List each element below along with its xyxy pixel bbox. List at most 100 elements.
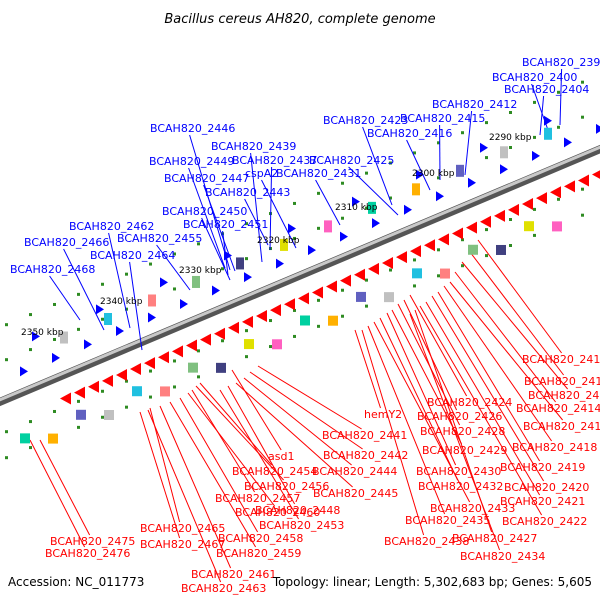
kbp-scale-label: 2290 kbp xyxy=(489,133,532,143)
forward-gene-arrow xyxy=(244,272,252,283)
forward-gene-arrow xyxy=(84,339,92,350)
domain-box xyxy=(132,386,142,397)
domain-box xyxy=(552,221,562,232)
domain-box xyxy=(188,362,198,373)
forward-gene-label: BCAH820_2449 xyxy=(149,155,234,168)
forward-label-line xyxy=(201,217,231,281)
reverse-label-line xyxy=(235,382,353,488)
tick-dot xyxy=(437,141,440,145)
forward-gene-arrow xyxy=(340,231,348,242)
reverse-gene-arrow xyxy=(424,239,435,252)
reverse-gene-label: BCAH820_2430 xyxy=(416,465,501,478)
reverse-gene-label: BCAH820_2411 xyxy=(524,375,600,388)
tick-dot xyxy=(173,359,176,363)
forward-gene-arrow xyxy=(544,115,552,126)
tick-dot xyxy=(485,121,488,125)
domain-box xyxy=(496,244,506,255)
reverse-gene-label: BCAH820_2442 xyxy=(323,449,408,462)
tick-dot xyxy=(149,262,152,266)
gene-features xyxy=(20,115,600,444)
reverse-label-line xyxy=(419,305,543,516)
domain-box xyxy=(544,127,552,140)
domain-box xyxy=(300,315,310,326)
kbp-scale-label: 2310 kbp xyxy=(335,203,378,213)
forward-gene-arrow xyxy=(180,299,188,310)
reverse-gene-label: BCAH820_2422 xyxy=(502,515,587,528)
reverse-label-line xyxy=(391,309,463,445)
reverse-label-line xyxy=(187,392,275,507)
reverse-label-line xyxy=(354,329,381,409)
forward-gene-label: BCAH820_2416 xyxy=(367,127,452,140)
reverse-gene-arrow xyxy=(130,363,141,376)
reverse-gene-label: BCAH820_2453 xyxy=(259,519,344,532)
reverse-gene-label: BCAH820_2454 xyxy=(232,465,317,478)
reverse-gene-label: BCAH820_2463 xyxy=(181,582,266,595)
domain-box xyxy=(244,339,254,350)
forward-label-line xyxy=(108,232,131,329)
reverse-gene-label: BCAH820_2460 xyxy=(235,506,320,519)
domain-box xyxy=(48,433,58,444)
reverse-gene-arrow xyxy=(186,339,197,352)
tick-dot xyxy=(269,345,272,349)
tick-dot xyxy=(173,385,176,389)
forward-gene-label: BCAH820_2431 xyxy=(276,167,361,180)
reverse-gene-arrow xyxy=(60,392,71,405)
tick-dot xyxy=(341,181,344,185)
tick-dot xyxy=(485,228,488,232)
tick-dot xyxy=(413,151,416,155)
reverse-gene-label: BCAH820_2426 xyxy=(417,410,502,423)
forward-gene-arrow xyxy=(596,123,600,134)
tick-dot xyxy=(197,242,200,246)
tick-dot xyxy=(77,292,80,296)
reverse-label-line xyxy=(179,397,259,533)
reverse-label-line xyxy=(257,365,362,430)
reverse-gene-arrow xyxy=(550,186,561,199)
reverse-label-line xyxy=(227,385,296,505)
reverse-label-line xyxy=(454,271,556,403)
forward-gene-arrow xyxy=(564,137,572,148)
forward-gene-label: BCAH820_2466 xyxy=(24,236,109,249)
tick-dot xyxy=(389,196,392,200)
forward-gene-label: BCAH820_2423 xyxy=(323,114,408,127)
reverse-label-line xyxy=(443,285,553,442)
reverse-gene-arrow xyxy=(508,203,519,216)
reverse-gene-arrow xyxy=(172,345,183,358)
reverse-label-line xyxy=(469,251,564,376)
reverse-gene-label: BCAH820_2459 xyxy=(216,547,301,560)
tick-dot xyxy=(29,420,32,424)
domain-box xyxy=(500,146,508,159)
reverse-gene-label: BCAH820_2444 xyxy=(312,465,397,478)
tick-dot xyxy=(197,349,200,353)
reverse-gene-arrow xyxy=(242,315,253,328)
domain-box xyxy=(440,268,450,279)
tick-dot xyxy=(293,201,296,205)
forward-gene-arrow xyxy=(532,150,540,161)
forward-gene-arrow xyxy=(52,352,60,363)
reverse-label-line xyxy=(195,385,284,481)
reverse-gene-label: BCAH820_2438 xyxy=(384,535,469,548)
forward-gene-label: BCAH820_2437 xyxy=(232,154,317,167)
genome-backbone xyxy=(0,144,600,407)
reverse-label-line xyxy=(199,382,272,466)
tick-dot xyxy=(173,252,176,256)
forward-gene-label: BCAH820_2462 xyxy=(69,220,154,233)
tick-dot xyxy=(77,327,80,331)
forward-label-line xyxy=(129,261,143,351)
label-lines xyxy=(29,68,568,583)
domain-box xyxy=(524,221,534,232)
reverse-gene-label: BCAH820_2434 xyxy=(460,550,545,563)
reverse-label-line xyxy=(361,329,425,536)
reverse-gene-label: BCAH820_2414 xyxy=(516,402,600,415)
forward-label-line xyxy=(250,152,263,263)
reverse-gene-label: BCAH820_2429 xyxy=(422,444,507,457)
domain-box xyxy=(216,362,226,373)
genome-summary-text: Topology: linear; Length: 5,302,683 bp; … xyxy=(272,575,592,589)
forward-label-line xyxy=(406,139,431,191)
tick-dot xyxy=(245,222,248,226)
map-title: Bacillus cereus AH820, complete genome xyxy=(164,12,435,27)
forward-label-line xyxy=(539,95,545,136)
forward-gene-label: BCAH820_2464 xyxy=(90,249,175,262)
reverse-gene-label: BCAH820_2457 xyxy=(215,492,300,505)
reverse-label-line xyxy=(409,313,501,551)
